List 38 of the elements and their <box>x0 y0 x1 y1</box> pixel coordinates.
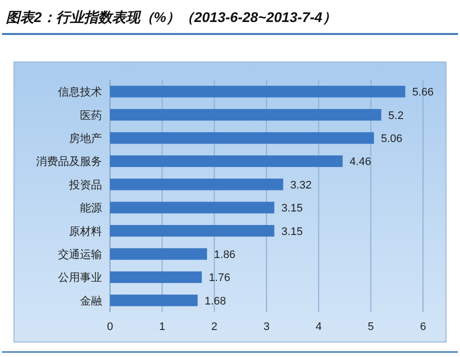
bar <box>110 202 274 214</box>
y-tick-label: 房地产 <box>69 132 102 145</box>
bar <box>110 132 374 144</box>
y-tick-label: 能源 <box>80 202 102 215</box>
y-tick-label: 交通运输 <box>58 248 102 261</box>
data-label: 3.32 <box>290 179 312 192</box>
bar <box>110 86 406 98</box>
x-tick-label: 2 <box>211 321 218 333</box>
y-tick-label: 公用事业 <box>58 271 102 284</box>
bar <box>110 225 274 237</box>
bar <box>110 248 208 260</box>
data-label: 5.2 <box>388 110 404 122</box>
y-tick-label: 医药 <box>80 108 102 122</box>
x-tick-label: 3 <box>263 321 270 333</box>
bar <box>110 155 343 167</box>
y-tick-label: 投资品 <box>68 179 102 192</box>
data-label: 5.66 <box>412 86 434 99</box>
chart-title: 图表2：行业指数表现（%）（2013-6-28~2013-7-4） <box>6 9 336 25</box>
data-label: 3.15 <box>281 202 303 215</box>
x-tick-label: 5 <box>368 321 374 333</box>
x-tick-label: 6 <box>420 321 426 333</box>
y-tick-label: 信息技术 <box>58 86 102 99</box>
data-label: 1.86 <box>214 249 236 261</box>
x-tick-label: 0 <box>106 321 114 333</box>
bar <box>110 271 202 283</box>
y-tick-label: 消费品及服务 <box>36 155 102 168</box>
data-label: 4.46 <box>350 156 372 168</box>
y-tick-label: 金融 <box>80 295 102 308</box>
data-label: 5.06 <box>380 133 402 145</box>
x-tick-label: 1 <box>159 321 166 333</box>
data-label: 3.15 <box>281 226 303 238</box>
bar <box>110 109 382 121</box>
y-tick-label: 原材料 <box>69 224 102 238</box>
data-label: 1.68 <box>204 295 226 308</box>
x-tick-label: 4 <box>316 321 322 333</box>
bar <box>110 178 284 190</box>
data-label: 1.76 <box>208 272 230 284</box>
bar <box>110 294 198 306</box>
